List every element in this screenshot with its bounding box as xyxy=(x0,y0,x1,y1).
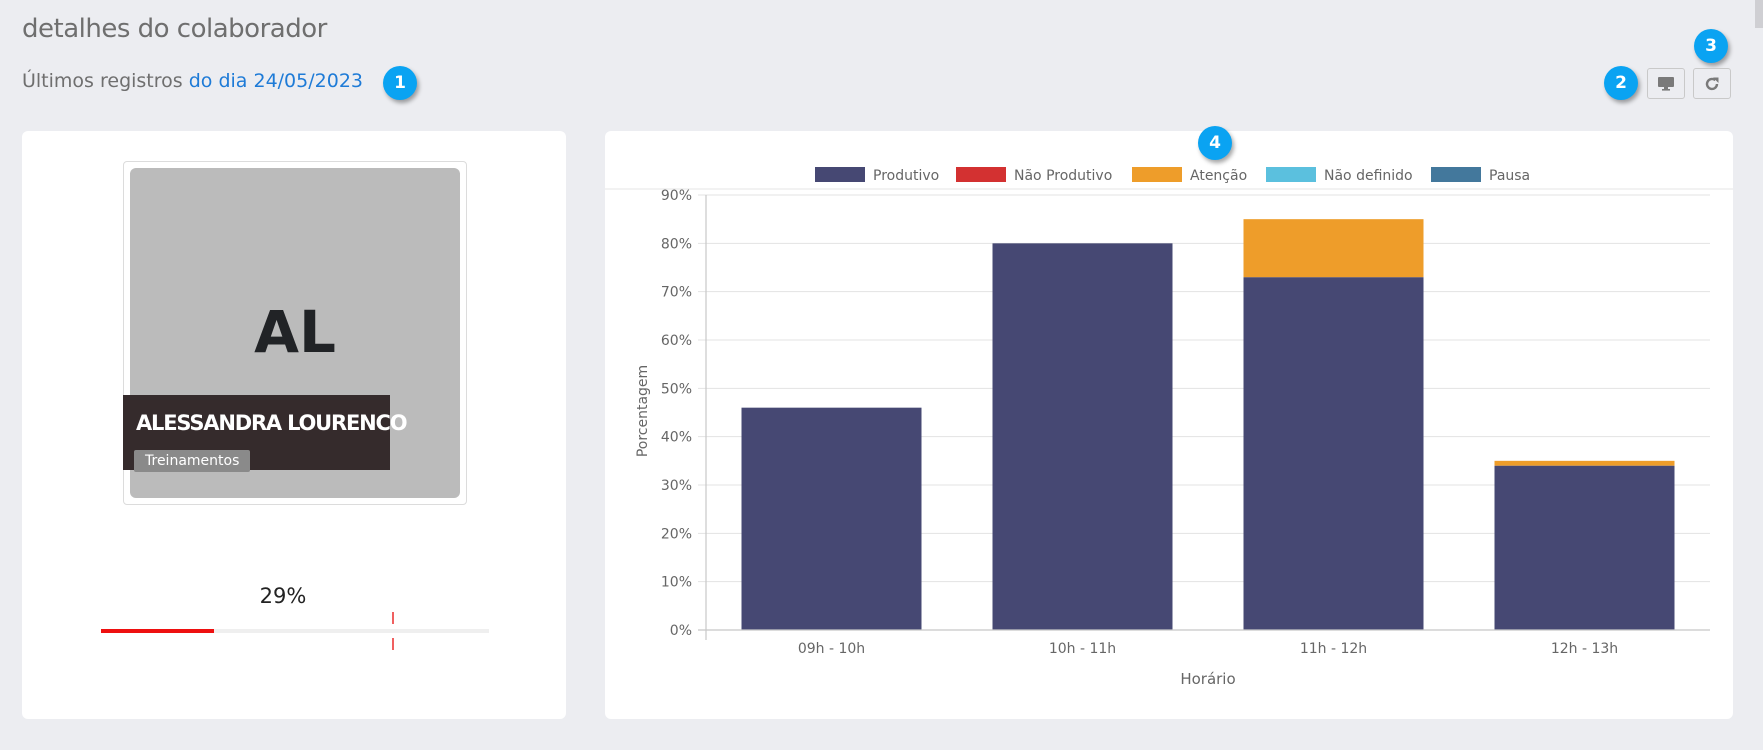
x-tick-label: 10h - 11h xyxy=(1049,641,1116,657)
subtitle-date[interactable]: do dia 24/05/2023 xyxy=(189,70,363,92)
progress-fill xyxy=(101,629,214,633)
bar-aten-o-3 xyxy=(1495,461,1675,466)
scrollbar[interactable] xyxy=(1755,0,1763,750)
y-tick-label: 90% xyxy=(661,188,692,204)
progress-target-marker-bottom xyxy=(392,638,394,650)
subtitle-prefix: Últimos registros xyxy=(22,70,183,92)
monitor-icon xyxy=(1657,76,1675,92)
legend-label-1: Não Produtivo xyxy=(1014,168,1112,184)
chart: Produtivo Não Produtivo Atenção Não definid… xyxy=(605,131,1733,719)
page-title: detalhes do colaborador xyxy=(22,14,327,44)
x-axis-label: Horário xyxy=(1180,670,1235,688)
legend-label-0: Produtivo xyxy=(873,168,939,184)
y-tick-label: 40% xyxy=(661,430,692,446)
legend-label-2: Atenção xyxy=(1190,168,1247,184)
legend-label-4: Pausa xyxy=(1489,168,1530,184)
x-tick-label: 11h - 12h xyxy=(1300,641,1367,657)
refresh-icon xyxy=(1703,75,1721,93)
y-tick-label: 70% xyxy=(661,285,692,301)
monitor-button[interactable] xyxy=(1647,68,1685,99)
x-tick-label: 09h - 10h xyxy=(798,641,865,657)
y-tick-label: 20% xyxy=(661,526,692,542)
page-subtitle: Últimos registros do dia 24/05/2023 xyxy=(22,70,363,92)
name-box: ALESSANDRA LOURENCO Treinamentos xyxy=(123,395,390,470)
employee-name: ALESSANDRA LOURENCO xyxy=(136,411,406,435)
y-axis-label: Porcentagem xyxy=(635,365,651,457)
bar-aten-o-2 xyxy=(1244,219,1424,277)
y-tick-label: 60% xyxy=(661,333,692,349)
scrollbar-thumb[interactable] xyxy=(1755,0,1763,28)
legend-swatch-2 xyxy=(1132,167,1182,182)
employee-tag: Treinamentos xyxy=(134,450,250,472)
y-tick-label: 50% xyxy=(661,381,692,397)
legend-swatch-0 xyxy=(815,167,865,182)
y-tick-label: 30% xyxy=(661,478,692,494)
bar-produtivo-0 xyxy=(742,408,922,630)
progress-bar xyxy=(101,629,489,633)
bar-produtivo-2 xyxy=(1244,277,1424,630)
legend-swatch-1 xyxy=(956,167,1006,182)
avatar-initials: AL xyxy=(130,298,460,366)
y-tick-label: 10% xyxy=(661,575,692,591)
badge-3: 3 xyxy=(1694,29,1728,63)
legend-label-3: Não definido xyxy=(1324,168,1413,184)
bar-produtivo-1 xyxy=(993,243,1173,630)
x-tick-label: 12h - 13h xyxy=(1551,641,1618,657)
legend-swatch-3 xyxy=(1266,167,1316,182)
y-tick-label: 0% xyxy=(670,623,692,639)
bar-produtivo-3 xyxy=(1495,466,1675,630)
legend-swatch-4 xyxy=(1431,167,1481,182)
badge-1: 1 xyxy=(383,66,417,100)
progress-percent: 29% xyxy=(0,584,566,608)
badge-2: 2 xyxy=(1604,66,1638,100)
progress-target-marker-top xyxy=(392,612,394,624)
refresh-button[interactable] xyxy=(1693,68,1731,99)
y-tick-label: 80% xyxy=(661,236,692,252)
